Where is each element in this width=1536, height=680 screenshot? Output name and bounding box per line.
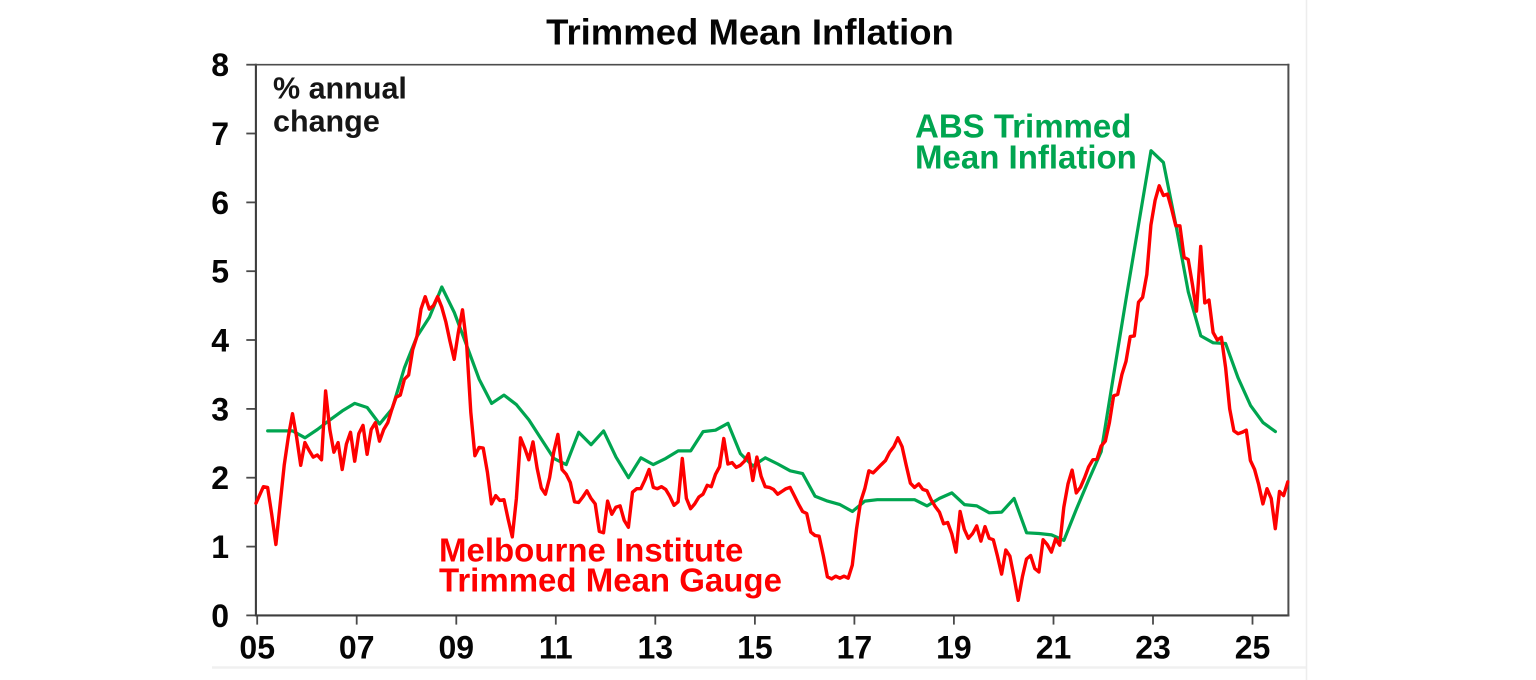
svg-text:19: 19 <box>936 630 972 666</box>
svg-text:Trimmed Mean Gauge: Trimmed Mean Gauge <box>439 562 782 599</box>
svg-text:4: 4 <box>211 323 229 359</box>
svg-text:Trimmed Mean Inflation: Trimmed Mean Inflation <box>546 12 954 53</box>
svg-text:5: 5 <box>211 254 229 290</box>
svg-text:Mean Inflation: Mean Inflation <box>915 139 1137 176</box>
svg-text:23: 23 <box>1135 630 1171 666</box>
svg-text:13: 13 <box>638 630 674 666</box>
svg-text:6: 6 <box>211 185 229 221</box>
svg-text:07: 07 <box>339 630 375 666</box>
svg-text:1: 1 <box>211 529 229 565</box>
svg-text:Melbourne Institute: Melbourne Institute <box>439 532 743 569</box>
svg-text:0: 0 <box>211 598 229 634</box>
svg-text:05: 05 <box>239 630 275 666</box>
svg-text:8: 8 <box>211 47 229 83</box>
svg-text:15: 15 <box>737 630 773 666</box>
svg-text:17: 17 <box>837 630 873 666</box>
svg-text:09: 09 <box>439 630 475 666</box>
svg-text:7: 7 <box>211 116 229 152</box>
svg-text:ABS Trimmed: ABS Trimmed <box>915 108 1131 145</box>
svg-text:11: 11 <box>539 630 573 666</box>
svg-text:change: change <box>273 104 380 138</box>
svg-text:2: 2 <box>211 460 229 496</box>
svg-text:21: 21 <box>1036 630 1072 666</box>
svg-text:% annual: % annual <box>273 71 407 105</box>
svg-text:3: 3 <box>211 391 229 427</box>
svg-text:25: 25 <box>1235 630 1271 666</box>
